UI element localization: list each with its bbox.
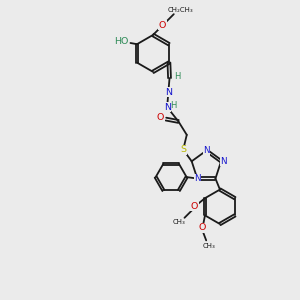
Text: N: N <box>194 174 200 183</box>
Text: H: H <box>170 101 177 110</box>
Text: N: N <box>164 103 171 112</box>
Text: CH₃: CH₃ <box>172 219 185 225</box>
Text: N: N <box>220 157 227 166</box>
Text: CH₃: CH₃ <box>203 243 215 249</box>
Text: H: H <box>174 72 180 81</box>
Text: S: S <box>180 145 186 154</box>
Text: N: N <box>165 88 172 97</box>
Text: HO: HO <box>114 37 129 46</box>
Text: O: O <box>157 113 164 122</box>
Text: O: O <box>159 21 166 30</box>
Text: CH₂CH₃: CH₂CH₃ <box>168 7 194 13</box>
Text: N: N <box>203 146 210 155</box>
Text: O: O <box>191 202 198 211</box>
Text: O: O <box>199 224 206 232</box>
